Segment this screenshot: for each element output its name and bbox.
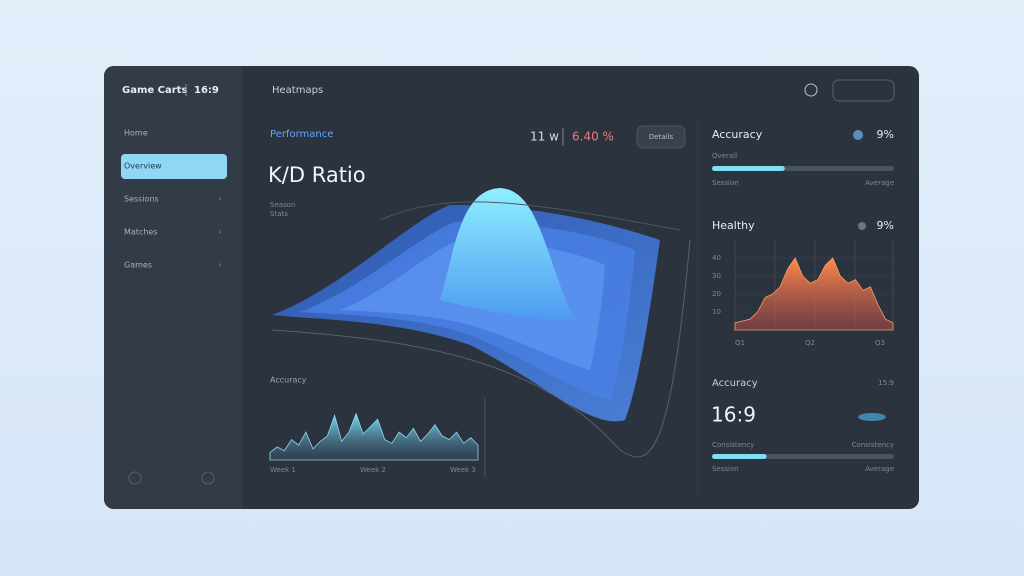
- accuracy-label: Overall: [712, 152, 737, 160]
- subtitle-line: Season: [270, 201, 295, 209]
- progress-fill: [712, 454, 767, 459]
- x-tick-label: Week 3: [450, 466, 476, 474]
- chart-title: K/D Ratio: [268, 163, 366, 187]
- menu-chevron: ›: [218, 261, 222, 271]
- progress-label: Average: [865, 179, 894, 187]
- y-tick-label: 10: [712, 308, 721, 316]
- footer-icon[interactable]: [201, 471, 215, 485]
- ratio-label: Consistency: [852, 441, 894, 449]
- ratio-label: Consistency: [712, 441, 754, 449]
- menu-item[interactable]: Overview: [124, 162, 162, 171]
- menu-item[interactable]: Sessions: [124, 195, 159, 204]
- x-tick-label: Q1: [735, 339, 745, 347]
- stat-a: 11 w: [530, 130, 559, 144]
- health-chart: 10 20 30 40 Q1 Q2 Q3: [712, 240, 894, 347]
- x-tick-label: Week 1: [270, 466, 296, 474]
- ratio-icon: [858, 413, 886, 421]
- x-tick-label: Q2: [805, 339, 815, 347]
- surface-peak: [440, 188, 575, 320]
- stat-b: 6.40 %: [572, 130, 614, 144]
- mini-chart: Week 1 Week 2 Week 3: [269, 412, 479, 474]
- subtitle-line: Stats: [270, 210, 288, 218]
- y-tick-label: 30: [712, 272, 721, 280]
- y-tick-label: 40: [712, 254, 721, 262]
- ratio-title: Accuracy: [712, 378, 758, 389]
- mini-title: Accuracy: [270, 376, 307, 385]
- surface-wire: [379, 201, 681, 231]
- x-tick-label: Week 2: [360, 466, 386, 474]
- details-button[interactable]: [636, 125, 686, 149]
- menu-item[interactable]: Matches: [124, 228, 158, 237]
- brand: Game Carts: [122, 85, 187, 96]
- y-tick-label: 20: [712, 290, 721, 298]
- health-area: [734, 257, 894, 331]
- x-tick-label: Q3: [875, 339, 885, 347]
- health-title: Healthy: [712, 219, 755, 232]
- header-title: Heatmaps: [272, 85, 323, 96]
- progress-label: Average: [865, 465, 894, 473]
- settings-icon[interactable]: [804, 83, 818, 97]
- menu-item-bg[interactable]: [121, 154, 227, 179]
- accuracy-value: 9%: [877, 128, 894, 141]
- sidebar-menu: Home Overview Sessions › Matches › Games ›: [121, 129, 227, 271]
- surface-plot: [271, 188, 691, 458]
- health-icon: [858, 222, 866, 230]
- dropdown[interactable]: [832, 79, 895, 102]
- progress-fill: [712, 166, 785, 171]
- accuracy-progress: [712, 166, 894, 171]
- details-button-label[interactable]: Details: [649, 133, 674, 141]
- progress-label: Session: [712, 179, 739, 187]
- health-value: 9%: [877, 219, 894, 232]
- progress-label: Session: [712, 465, 739, 473]
- mini-area: [269, 412, 479, 461]
- menu-item[interactable]: Games: [124, 261, 152, 270]
- ratio-progress: [712, 454, 894, 459]
- surface-wire: [271, 239, 691, 458]
- ratio-value: 16:9: [711, 403, 756, 427]
- section-label: Performance: [270, 129, 333, 140]
- menu-chevron: ›: [218, 195, 222, 205]
- accuracy-title: Accuracy: [712, 128, 763, 141]
- accuracy-icon: [853, 130, 863, 140]
- ratio-tag: 15:9: [878, 379, 894, 387]
- menu-chevron: ›: [218, 228, 222, 238]
- brand-tag: 16:9: [194, 85, 219, 96]
- footer-icon[interactable]: [128, 471, 142, 485]
- menu-item[interactable]: Home: [124, 129, 148, 138]
